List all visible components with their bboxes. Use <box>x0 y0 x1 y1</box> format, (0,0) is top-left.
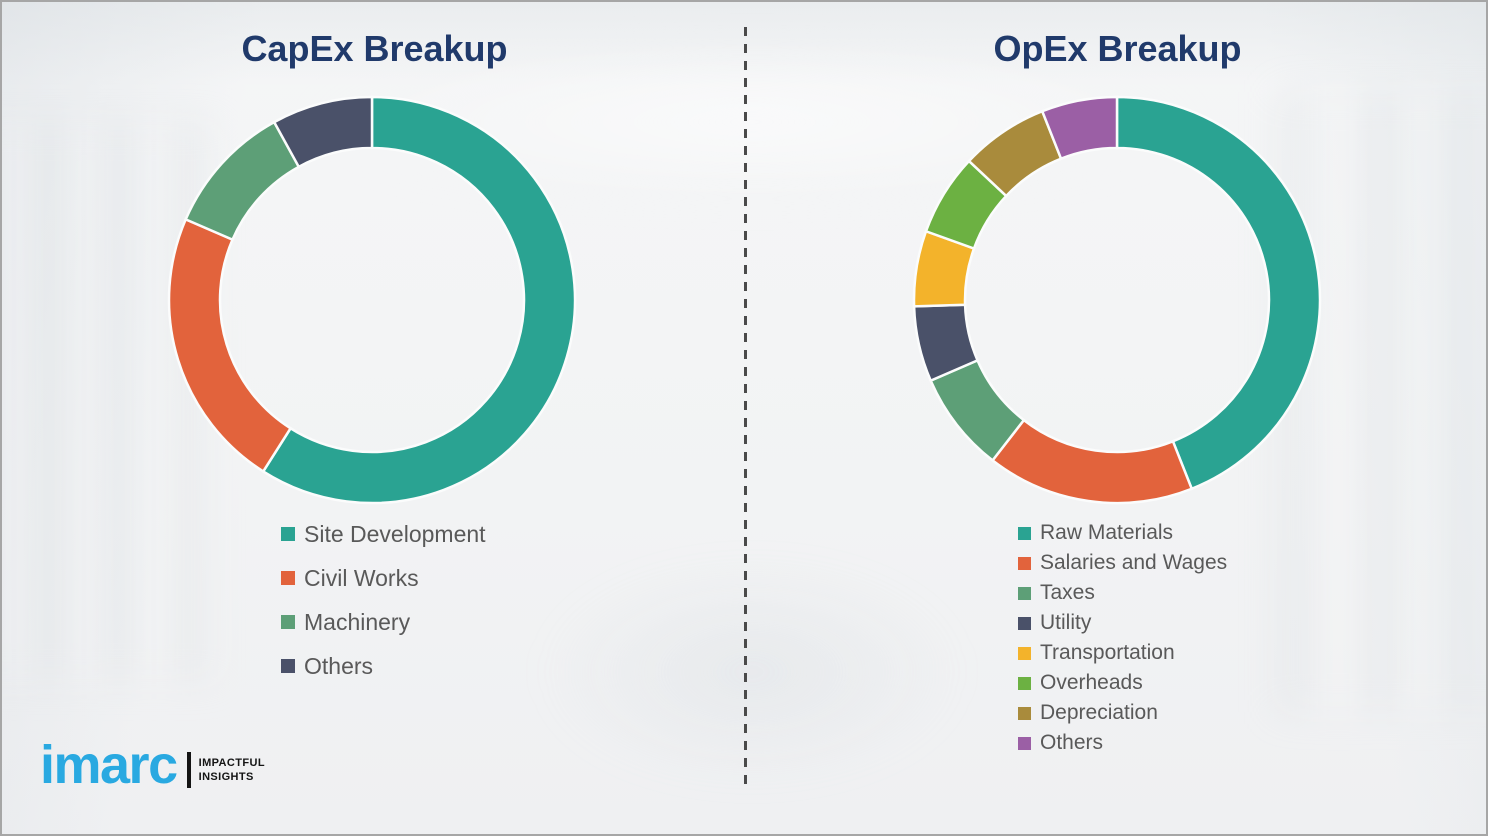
legend-label: Salaries and Wages <box>1040 551 1228 574</box>
imarc-tagline-line2: INSIGHTS <box>198 771 254 783</box>
legend-label: Others <box>304 652 374 679</box>
legend-label: Raw Materials <box>1040 521 1174 544</box>
legend-label: Others <box>1040 731 1104 754</box>
legend-item-raw-materials: Raw Materials <box>1018 518 1227 548</box>
legend-item-machinery: Machinery <box>281 600 486 644</box>
capex-title: CapEx Breakup <box>241 28 508 69</box>
legend-item-salaries-and-wages: Salaries and Wages <box>1018 548 1227 578</box>
legend-swatch <box>1018 586 1031 600</box>
legend-label: Machinery <box>304 608 411 635</box>
imarc-logo-wordmark: imarc <box>40 735 178 795</box>
legend-label: Overheads <box>1040 671 1143 694</box>
legend-swatch <box>1018 706 1031 720</box>
legend-item-overheads: Overheads <box>1018 668 1227 698</box>
legend-swatch <box>281 571 295 585</box>
legend-swatch <box>1018 646 1031 660</box>
legend-swatch <box>281 615 295 629</box>
legend-item-transportation: Transportation <box>1018 638 1227 668</box>
legend-item-depreciation: Depreciation <box>1018 698 1227 728</box>
donut-segment-salaries-and-wages <box>990 418 1194 505</box>
legend-swatch <box>281 527 295 541</box>
legend-item-taxes: Taxes <box>1018 578 1227 608</box>
legend-swatch <box>1018 736 1031 750</box>
donut-segment-site-development <box>261 95 577 505</box>
legend-item-others: Others <box>1018 728 1227 758</box>
legend-label: Depreciation <box>1040 701 1158 724</box>
legend-label: Taxes <box>1040 581 1095 604</box>
legend-item-site-development: Site Development <box>281 512 486 556</box>
legend-swatch <box>1018 616 1031 630</box>
imarc-logo-divider-bar <box>186 752 191 788</box>
background-watermark-bottom <box>542 562 962 782</box>
legend-swatch <box>1018 676 1031 690</box>
section-divider-dashed-line <box>744 27 747 792</box>
legend-label: Site Development <box>304 520 486 547</box>
legend-item-others: Others <box>281 644 486 688</box>
donut-segment-raw-materials <box>1115 95 1322 491</box>
opex-title: OpEx Breakup <box>993 28 1242 69</box>
opex-legend: Raw Materials Salaries and Wages Taxes Util… <box>1018 518 1227 758</box>
capex-donut-chart <box>167 95 577 505</box>
legend-swatch <box>281 659 295 673</box>
legend-item-civil-works: Civil Works <box>281 556 486 600</box>
donut-segment-civil-works <box>167 217 293 474</box>
donut-segment-machinery <box>184 120 301 242</box>
legend-item-utility: Utility <box>1018 608 1227 638</box>
capex-legend: Site Development Civil Works Machinery Othe… <box>281 512 486 688</box>
imarc-tagline-line1: IMPACTFUL <box>198 756 265 769</box>
legend-swatch <box>1018 526 1031 540</box>
opex-donut-chart <box>912 95 1322 505</box>
imarc-logo: imarc IMPACTFUL INSIGHTS <box>40 738 265 792</box>
legend-label: Civil Works <box>304 564 419 591</box>
donut-segment-others <box>1040 95 1119 161</box>
imarc-logo-tagline: IMPACTFUL INSIGHTS <box>199 756 265 785</box>
donut-segment-others <box>272 95 374 169</box>
legend-swatch <box>1018 556 1031 570</box>
legend-label: Utility <box>1040 611 1092 634</box>
legend-label: Transportation <box>1040 641 1175 664</box>
